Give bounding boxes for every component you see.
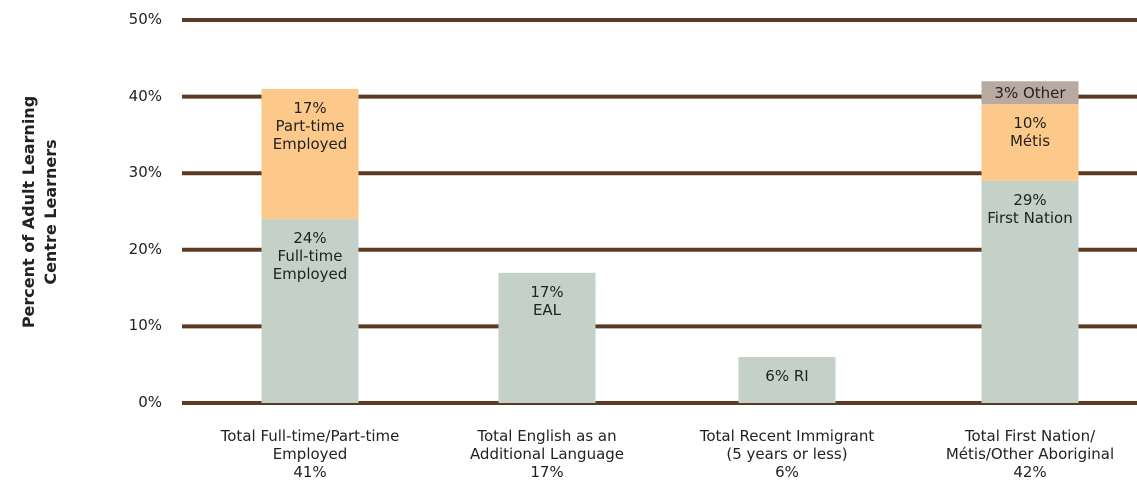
value-label: 17% EAL	[530, 282, 564, 319]
y-tick-label: 40%	[128, 86, 162, 105]
y-axis-title: Percent of Adult Learning Centre Learner…	[19, 95, 60, 329]
value-label: 24% Full-time Employed	[272, 229, 348, 284]
value-label: 10% Métis	[1009, 114, 1051, 151]
bar-segment	[261, 219, 359, 403]
bar-segment	[981, 104, 1079, 181]
bar-segment	[981, 81, 1079, 105]
value-label: 17% Part-time Employed	[272, 98, 348, 153]
bar-segment	[498, 272, 596, 403]
x-tick-label: Total Recent Immigrant (5 years or less)…	[699, 427, 875, 481]
y-tick-label: 20%	[128, 239, 162, 258]
y-tick-label: 50%	[128, 10, 162, 28]
x-tick-label: Total Full-time/Part-time Employed 41%	[220, 427, 400, 481]
x-tick-label: Total English as an Additional Language …	[469, 427, 625, 481]
bar-segment	[981, 180, 1079, 403]
x-tick-label: Total First Nation/ Métis/Other Aborigin…	[945, 427, 1115, 481]
value-label: 29% First Nation	[987, 190, 1073, 227]
value-label: 3% Other	[994, 83, 1066, 102]
y-tick-label: 0%	[138, 393, 162, 411]
value-label: 6% RI	[765, 367, 809, 386]
bar-segment	[738, 357, 836, 403]
y-tick-label: 10%	[128, 316, 162, 335]
bar-segment	[261, 88, 359, 220]
y-tick-label: 30%	[128, 163, 162, 182]
